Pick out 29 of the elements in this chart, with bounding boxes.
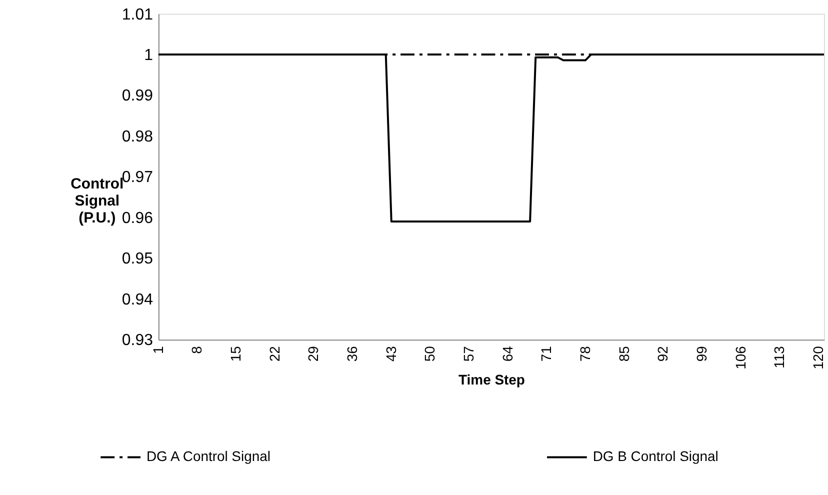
y-tick-label: 0.98 xyxy=(122,128,154,146)
y-tick-label: 0.99 xyxy=(122,88,154,105)
y-tick-label: 0.96 xyxy=(122,210,154,227)
y-tick-label: 0.94 xyxy=(122,291,154,308)
y-tick-label: 1.01 xyxy=(122,6,154,24)
x-tick-label: 36 xyxy=(344,346,360,362)
legend-label: DG B Control Signal xyxy=(592,448,718,464)
x-tick-label: 8 xyxy=(188,346,205,354)
x-tick-label: 15 xyxy=(228,346,244,362)
x-tick-label: 113 xyxy=(771,346,788,368)
x-tick-label: 50 xyxy=(422,346,438,362)
y-tick-label: 0.97 xyxy=(122,169,154,186)
x-tick-label: 99 xyxy=(693,346,710,362)
x-tick-label: 57 xyxy=(460,346,477,362)
y-axis-title: Control Signal (P.U.) xyxy=(70,176,124,227)
x-tick-label: 43 xyxy=(382,346,399,362)
x-tick-label: 71 xyxy=(538,346,554,362)
x-tick-label: 85 xyxy=(616,346,632,362)
y-tick-label: 1 xyxy=(144,47,154,64)
x-tick-label: 64 xyxy=(499,346,516,362)
x-tick-label: 29 xyxy=(305,346,322,362)
x-tick-label: 22 xyxy=(266,346,282,362)
x-tick-label: 78 xyxy=(576,346,593,362)
x-tick-label: 120 xyxy=(810,346,826,370)
legend-label: DG A Control Signal xyxy=(146,448,270,464)
y-tick-label: 0.95 xyxy=(122,250,154,268)
x-axis-title: Time Step xyxy=(458,371,525,388)
x-tick-label: 106 xyxy=(732,346,748,370)
x-tick-label: 92 xyxy=(654,346,671,362)
